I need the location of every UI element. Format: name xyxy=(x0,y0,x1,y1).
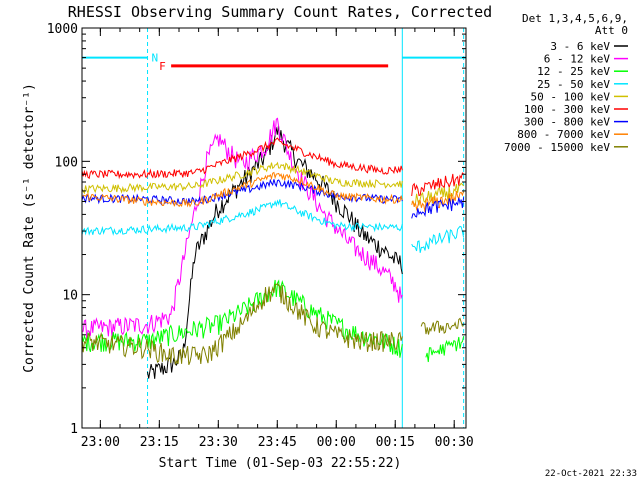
legend-label-2: 12 - 25 keV xyxy=(537,65,610,78)
plot-frame xyxy=(81,27,467,429)
legend-label-1: 6 - 12 keV xyxy=(544,53,611,66)
series-trace-7 xyxy=(81,171,403,208)
series-trace-4 xyxy=(81,161,403,195)
timestamp: 22-Oct-2021 22:33 xyxy=(545,469,637,479)
post-night-trace-5 xyxy=(420,317,464,335)
night-bar-label-0: N xyxy=(152,52,159,65)
x-tick-label-3: 23:45 xyxy=(258,435,297,450)
legend-label-0: 3 - 6 keV xyxy=(550,40,610,53)
series-trace-5 xyxy=(81,137,403,180)
legend-label-4: 50 - 100 keV xyxy=(531,90,611,103)
post-night-trace-6 xyxy=(425,336,465,363)
legend-label-3: 25 - 50 keV xyxy=(537,78,610,91)
x-axis-label: Start Time (01-Sep-03 22:55:22) xyxy=(159,456,402,471)
series-trace-8 xyxy=(81,283,403,366)
flare-bar-label-2: F xyxy=(159,60,166,73)
x-tick-label-1: 23:15 xyxy=(140,435,179,450)
legend-label-8: 7000 - 15000 keV xyxy=(504,141,610,154)
plot-area: NF 1 10 100 1000 23:00 23:15 23:30 23:45 00:00 00:… xyxy=(47,22,474,450)
legend-label-7: 800 - 7000 keV xyxy=(517,128,610,141)
legend-label-6: 300 - 800 keV xyxy=(524,116,610,129)
post-night-trace-3 xyxy=(411,197,465,219)
x-tick-label-6: 00:30 xyxy=(435,435,474,450)
chart-title: RHESSI Observing Summary Count Rates, Co… xyxy=(68,3,492,21)
post-night-trace-1 xyxy=(411,182,464,206)
y-tick-label-3: 1000 xyxy=(47,22,78,37)
post-night-trace-0 xyxy=(411,172,464,197)
x-tick-label-0: 23:00 xyxy=(81,435,120,450)
x-tick-label-5: 00:15 xyxy=(376,435,415,450)
x-tick-label-2: 23:30 xyxy=(199,435,238,450)
legend-header-1: Att 0 xyxy=(595,24,628,37)
y-tick-label-0: 1 xyxy=(70,422,78,437)
y-tick-label-2: 100 xyxy=(55,155,78,170)
series-trace-3 xyxy=(81,199,403,236)
legend-label-5: 100 - 300 keV xyxy=(524,103,610,116)
post-night-trace-4 xyxy=(411,225,465,253)
y-axis-label: Corrected Count Rate (s⁻¹ detector⁻¹) xyxy=(22,83,37,373)
x-tick-label-4: 00:00 xyxy=(317,435,356,450)
y-tick-label-1: 10 xyxy=(62,289,78,304)
legend-header-0: Det 1,3,4,5,6,9, xyxy=(522,12,628,25)
series-trace-0 xyxy=(147,125,403,379)
